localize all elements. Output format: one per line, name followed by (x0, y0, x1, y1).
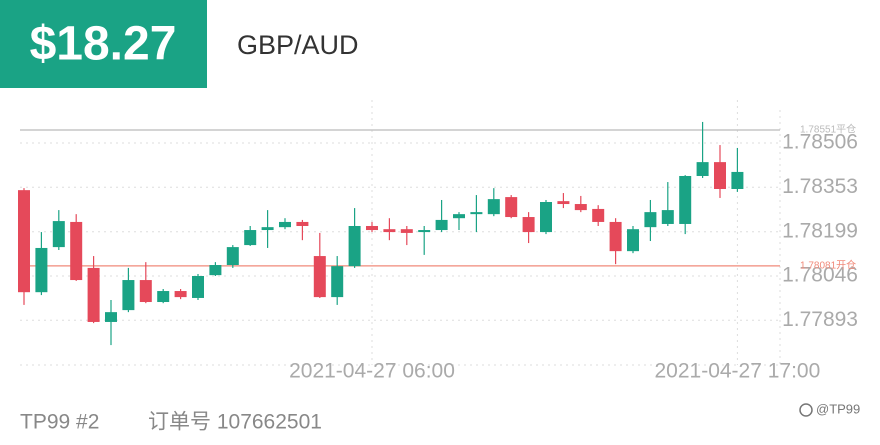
candle-body (209, 265, 222, 276)
pair: GBP/AUD (237, 30, 359, 60)
reference-label: 1.78081开仓 (800, 259, 856, 272)
candle-body (644, 212, 657, 228)
candle-body (714, 162, 726, 189)
order: 订单号 107662501 (148, 411, 322, 434)
candle-body (35, 247, 48, 293)
amount-box (0, 0, 207, 88)
candle-body (679, 175, 692, 224)
candle-body (296, 221, 309, 226)
candle-body (157, 291, 170, 303)
candle-body (696, 162, 709, 176)
candle-body (418, 230, 431, 233)
candle-body (348, 225, 361, 267)
candle-body (731, 171, 744, 189)
candle-body (487, 199, 500, 215)
y-tick-label: 1.78199 (782, 219, 858, 242)
candle-body (87, 267, 100, 322)
candle-body (139, 280, 152, 303)
candle-body (261, 227, 274, 231)
candle-body (18, 190, 30, 293)
y-tick-label: 1.78046 (782, 264, 858, 287)
candle-body (627, 229, 639, 252)
candle-body (609, 221, 622, 252)
y-tick-label: 1.78506 (782, 131, 858, 154)
candle-body (122, 280, 135, 311)
candle-body (313, 256, 326, 298)
candle-body (435, 219, 448, 231)
candle-body (244, 230, 257, 246)
y-tick-label: 1.78353 (782, 175, 858, 198)
reference-label: 1.78551平仓 (800, 123, 856, 136)
candle-body (557, 201, 570, 205)
candle-body (400, 229, 413, 233)
candle-body (453, 214, 465, 219)
candle-body (522, 217, 535, 233)
candle-body (505, 197, 518, 218)
account: TP99 #2 (20, 411, 99, 434)
candle-body (52, 221, 65, 248)
candle-body (192, 276, 204, 298)
amount: $18.27 (30, 18, 177, 71)
candle-body (226, 247, 239, 266)
candle-body (105, 312, 117, 322)
candle-body (383, 229, 396, 233)
x-tick-label: 2021-04-27 17:00 (654, 360, 820, 383)
candle-body (661, 210, 674, 224)
candle-body (592, 208, 605, 222)
candle-body (70, 221, 83, 281)
watermark-icon (799, 403, 813, 417)
x-tick-label: 2021-04-27 06:00 (289, 360, 455, 383)
candle-body (366, 225, 378, 231)
y-tick-label: 1.77893 (782, 308, 858, 331)
candle-body (470, 212, 483, 215)
watermark: @TP99 (816, 401, 860, 416)
candle-body (174, 291, 187, 298)
candle-body (279, 221, 291, 228)
candle-body (574, 204, 587, 211)
candle-body (540, 202, 552, 233)
candle-body (331, 266, 344, 298)
